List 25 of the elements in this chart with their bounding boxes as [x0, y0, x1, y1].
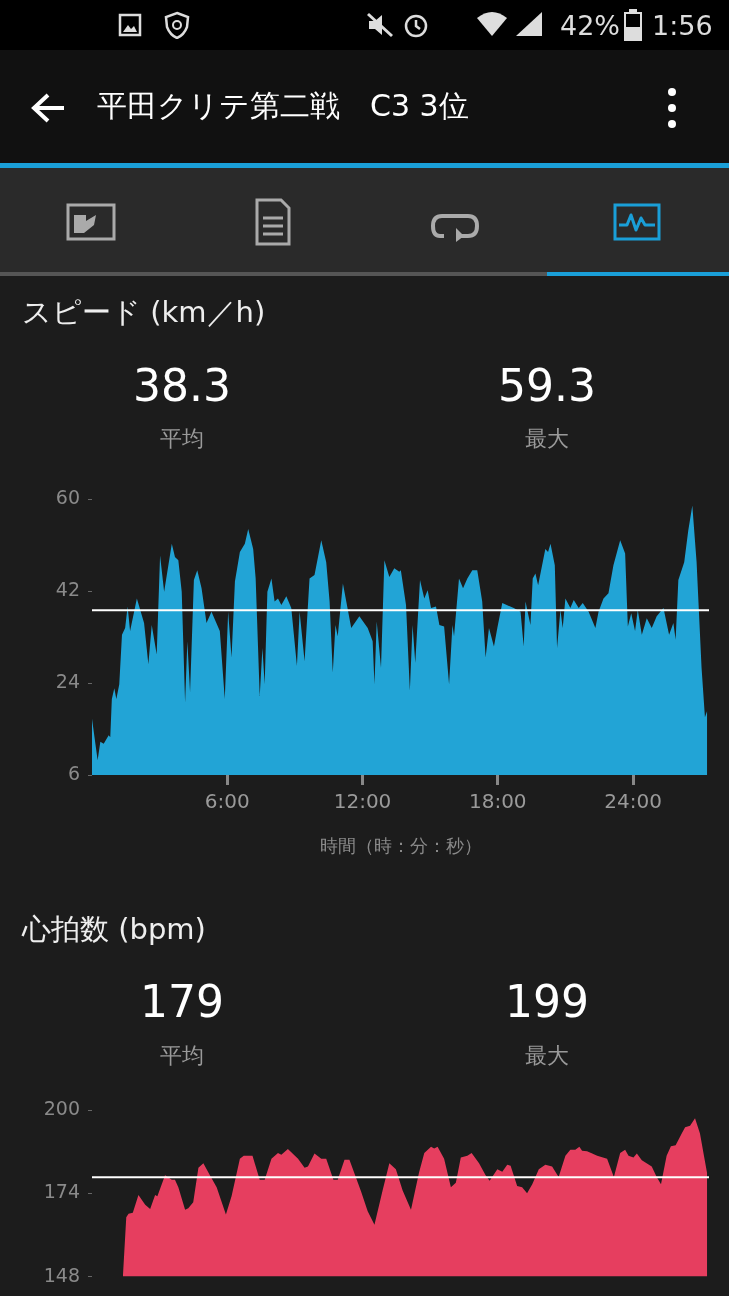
text: 59.3 — [497, 360, 597, 411]
chart-title: 心拍数 (bpm) — [22, 911, 206, 948]
y-tick-label: 24 — [55, 670, 80, 693]
y-tick-label: 6 — [67, 761, 80, 784]
x-tick-label: 18:00 — [468, 789, 527, 814]
x-tick-label: 24:00 — [604, 789, 662, 814]
x-tick-label: 6:00 — [204, 789, 250, 814]
text: 平田クリテ第二戦 C3 3位 — [97, 87, 469, 125]
text: 最大 — [524, 425, 570, 453]
text: 38.3 — [132, 360, 232, 411]
text: 平均 — [159, 1042, 205, 1070]
y-tick-label: 200 — [43, 1096, 80, 1119]
text: 平均 — [159, 425, 205, 453]
y-tick-label: 42 — [55, 578, 80, 601]
text: 42% — [560, 10, 621, 41]
text: 199 — [504, 976, 590, 1027]
text: 最大 — [524, 1042, 570, 1070]
x-axis-title: 時間（時：分：秒） — [319, 834, 482, 856]
text: 179 — [139, 976, 225, 1027]
chart-title: スピード (km／h) — [22, 294, 266, 331]
y-tick-label: 60 — [55, 486, 80, 509]
y-tick-label: 148 — [43, 1263, 80, 1286]
y-tick-label: 174 — [43, 1180, 80, 1203]
text: 1:56 — [652, 10, 713, 41]
x-tick-label: 12:00 — [333, 789, 392, 814]
